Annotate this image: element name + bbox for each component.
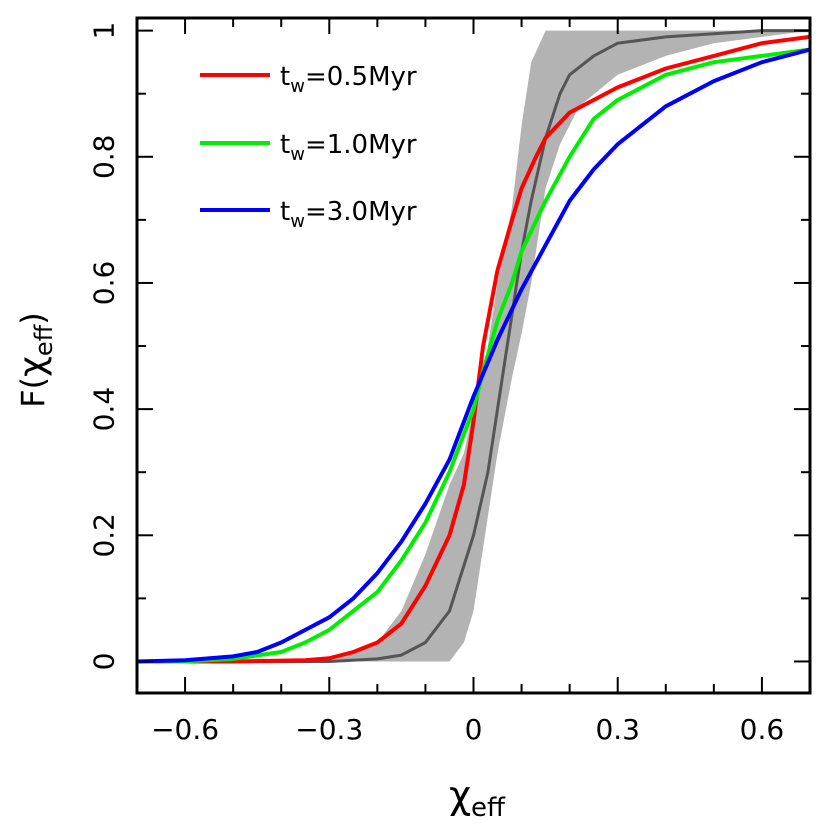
y-axis-title: F(χeff) — [12, 312, 58, 407]
tick-labels: −0.6 −0.3 0 0.3 0.6 0 0.2 0.4 0.6 0.8 1 — [88, 22, 785, 746]
legend-label-3p0myr-main: t — [280, 197, 290, 227]
plot-area — [137, 29, 810, 664]
plot-frame — [135, 16, 812, 695]
legend-label-0p5myr: tw=0.5Myr — [280, 62, 417, 97]
legend-label-0p5myr-main: t — [280, 62, 290, 92]
legend-label-0p5myr-rest: =0.5Myr — [305, 62, 417, 92]
legend-label-3p0myr-rest: =3.0Myr — [305, 197, 417, 227]
legend-label-1p0myr-main: t — [280, 130, 290, 160]
y-tick-label: 0.2 — [88, 513, 121, 558]
y-tick-label: 0.6 — [88, 261, 121, 306]
x-tick-label: 0 — [465, 713, 483, 746]
legend-label-3p0myr-sub: w — [290, 211, 305, 232]
y-axis-prefix: F( — [14, 377, 52, 408]
y-tick-label: 0.4 — [88, 387, 121, 432]
y-tick-label: 0 — [88, 653, 121, 671]
y-axis-symbol: χ — [12, 356, 53, 377]
y-axis-subscript: eff — [30, 324, 58, 356]
x-tick-label: −0.3 — [295, 713, 363, 746]
y-tick-label: 0.8 — [88, 135, 121, 180]
x-tick-label: −0.6 — [151, 713, 219, 746]
series-line-t-w-3-0myr — [137, 47, 810, 664]
series-line-t-w-0-5myr — [137, 34, 810, 664]
x-tick-label: 0.6 — [740, 713, 785, 746]
legend: tw=0.5Myr tw=1.0Myr tw=3.0Myr — [200, 62, 417, 232]
y-tick-label: 1 — [88, 22, 121, 40]
legend-label-1p0myr-sub: w — [290, 144, 305, 165]
legend-label-3p0myr: tw=3.0Myr — [280, 197, 417, 232]
legend-label-0p5myr-sub: w — [290, 76, 305, 97]
x-axis-subscript: eff — [471, 793, 506, 823]
x-tick-label: 0.3 — [595, 713, 640, 746]
legend-label-1p0myr: tw=1.0Myr — [280, 130, 417, 165]
y-axis-suffix: ) — [14, 312, 52, 324]
x-axis-title: χeff — [449, 773, 506, 823]
x-axis-symbol: χ — [449, 773, 471, 817]
legend-label-1p0myr-rest: =1.0Myr — [305, 130, 417, 160]
